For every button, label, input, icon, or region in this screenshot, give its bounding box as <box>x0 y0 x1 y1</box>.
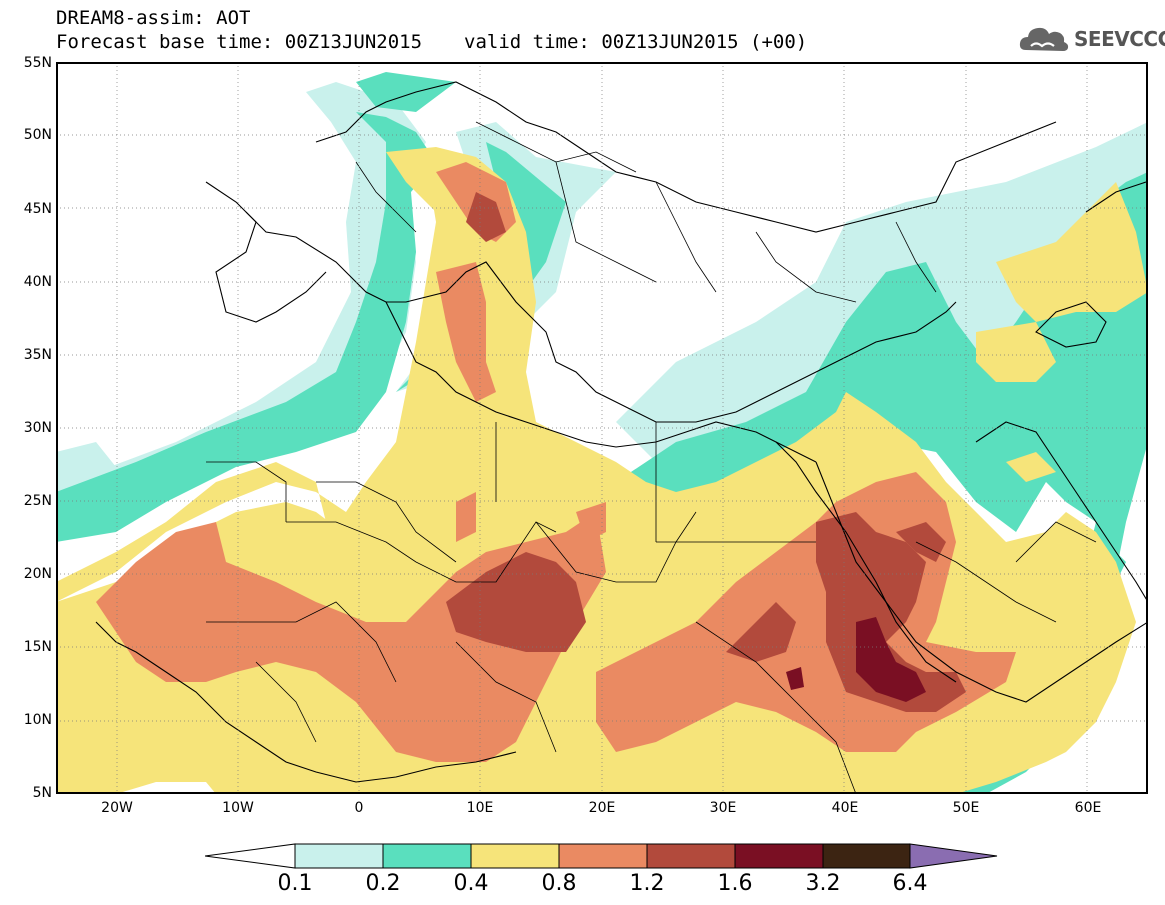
colorbar-swatch-0 <box>294 843 384 869</box>
colorbar-label: 6.4 <box>892 871 928 896</box>
colorbar-label: 0.8 <box>541 871 577 896</box>
colorbar-swatch-4 <box>646 843 736 869</box>
lat-label: 40N <box>23 274 52 290</box>
colorbar-swatch-3 <box>558 843 648 869</box>
map-title: DREAM8-assim: AOT <box>56 7 251 29</box>
colorbar-below-arrow <box>205 843 296 869</box>
aot-map <box>56 62 1148 794</box>
lon-label: 10W <box>222 800 254 816</box>
lon-label: 10E <box>466 800 494 816</box>
lat-label: 55N <box>23 55 52 71</box>
lat-label: 15N <box>23 639 52 655</box>
lat-label: 20N <box>23 566 52 582</box>
cloud-icon <box>1019 27 1069 51</box>
colorbar-label: 0.1 <box>277 871 313 896</box>
map-canvas <box>56 62 1148 794</box>
coastlines <box>95 81 1148 783</box>
lat-label: 30N <box>23 420 52 436</box>
lon-label: 0 <box>354 800 364 816</box>
lon-label: 40E <box>831 800 859 816</box>
colorbar-label: 3.2 <box>805 871 841 896</box>
colorbar-label: 1.2 <box>629 871 665 896</box>
lat-label: 35N <box>23 347 52 363</box>
colorbar-label: 0.4 <box>453 871 489 896</box>
logo-text: SEEVCCC <box>1074 27 1165 51</box>
colorbar <box>205 843 998 869</box>
time-info: Forecast base time: 00Z13JUN2015 valid ti… <box>56 32 807 52</box>
lon-label: 60E <box>1074 800 1102 816</box>
lat-label: 50N <box>23 127 52 143</box>
lat-label: 10N <box>23 712 52 728</box>
colorbar-above-arrow <box>909 843 998 869</box>
lat-label: 5N <box>32 785 52 801</box>
colorbar-swatch-6 <box>822 843 911 869</box>
seevccc-logo: SEEVCCC <box>1018 22 1165 56</box>
colorbar-label: 1.6 <box>717 871 753 896</box>
valid-time: valid time: 00Z13JUN2015 (+00) <box>464 31 808 53</box>
lon-label: 30E <box>709 800 737 816</box>
country-borders <box>206 121 1097 794</box>
colorbar-swatch-2 <box>470 843 560 869</box>
lon-label: 20W <box>101 800 133 816</box>
lon-label: 50E <box>952 800 980 816</box>
lat-label: 45N <box>23 201 52 217</box>
lat-label: 25N <box>23 493 52 509</box>
colorbar-swatch-5 <box>734 843 824 869</box>
aot-layer-1.6 <box>786 617 926 702</box>
base-time: Forecast base time: 00Z13JUN2015 <box>56 31 423 53</box>
lon-label: 20E <box>588 800 616 816</box>
colorbar-label: 0.2 <box>365 871 401 896</box>
colorbar-swatch-1 <box>382 843 472 869</box>
